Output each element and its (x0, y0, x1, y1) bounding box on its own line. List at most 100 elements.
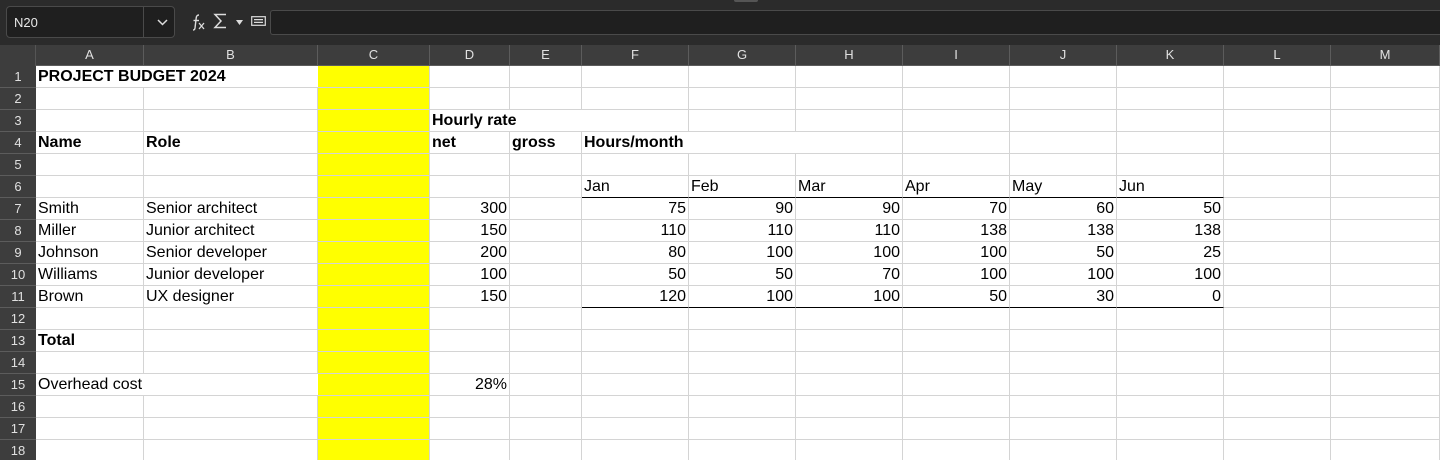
cell[interactable] (1117, 352, 1224, 374)
cell[interactable] (430, 418, 510, 440)
cell[interactable] (1117, 396, 1224, 418)
cell[interactable] (1331, 154, 1440, 176)
row-header-4[interactable]: 4 (0, 132, 36, 154)
row-header-18[interactable]: 18 (0, 440, 36, 460)
cell[interactable] (903, 308, 1010, 330)
column-header-c[interactable]: C (318, 45, 430, 66)
cell-h9-hours[interactable]: 100 (796, 242, 903, 264)
cell-j7-hours[interactable]: 60 (1010, 198, 1117, 220)
cell[interactable] (318, 132, 430, 154)
cell[interactable] (1224, 330, 1331, 352)
cell[interactable] (510, 440, 582, 460)
cell[interactable] (144, 352, 318, 374)
cell[interactable] (1331, 440, 1440, 460)
cell[interactable] (796, 330, 903, 352)
cell[interactable] (318, 286, 430, 308)
cell[interactable] (1331, 264, 1440, 286)
cell[interactable] (1117, 110, 1224, 132)
cell[interactable] (510, 198, 582, 220)
cell[interactable] (1224, 374, 1331, 396)
name-box-value[interactable]: N20 (14, 15, 38, 30)
cell[interactable] (1117, 308, 1224, 330)
cell[interactable] (510, 308, 582, 330)
cell[interactable] (144, 330, 318, 352)
row-header-9[interactable]: 9 (0, 242, 36, 264)
row-header-11[interactable]: 11 (0, 286, 36, 308)
cell[interactable] (430, 352, 510, 374)
cell-h7-hours[interactable]: 90 (796, 198, 903, 220)
cell-i10-hours[interactable]: 100 (903, 264, 1010, 286)
cell[interactable] (510, 330, 582, 352)
cell[interactable] (689, 66, 796, 88)
cell-k7-hours[interactable]: 50 (1117, 198, 1224, 220)
cell[interactable] (36, 88, 144, 110)
cell[interactable] (318, 198, 430, 220)
column-header-i[interactable]: I (903, 45, 1010, 66)
row-header-8[interactable]: 8 (0, 220, 36, 242)
cell[interactable] (1117, 440, 1224, 460)
cell-a11-name[interactable]: Brown (36, 286, 144, 308)
cell-g11-hours[interactable]: 100 (689, 286, 796, 308)
cell[interactable] (318, 88, 430, 110)
cell-b10-role[interactable]: Junior developer (144, 264, 318, 286)
row-header-14[interactable]: 14 (0, 352, 36, 374)
row-header-6[interactable]: 6 (0, 176, 36, 198)
cell[interactable] (1331, 396, 1440, 418)
cell[interactable] (1331, 374, 1440, 396)
cell[interactable] (796, 440, 903, 460)
cell[interactable] (1010, 440, 1117, 460)
cell[interactable] (903, 418, 1010, 440)
cell[interactable] (903, 440, 1010, 460)
cell[interactable] (1224, 286, 1331, 308)
cell[interactable] (144, 418, 318, 440)
cell[interactable] (36, 352, 144, 374)
cell[interactable] (582, 352, 689, 374)
cell-a9-name[interactable]: Johnson (36, 242, 144, 264)
column-header-l[interactable]: L (1224, 45, 1331, 66)
cell[interactable] (430, 330, 510, 352)
cell[interactable] (1117, 418, 1224, 440)
cell[interactable] (1117, 374, 1224, 396)
cell[interactable] (36, 396, 144, 418)
cell[interactable] (1331, 132, 1440, 154)
column-header-g[interactable]: G (689, 45, 796, 66)
cell[interactable] (1010, 110, 1117, 132)
cell[interactable] (144, 396, 318, 418)
cell[interactable] (1010, 374, 1117, 396)
cell[interactable] (36, 154, 144, 176)
cell[interactable] (903, 66, 1010, 88)
cell-d9-net[interactable]: 200 (430, 242, 510, 264)
cell[interactable] (689, 352, 796, 374)
cell[interactable] (1117, 330, 1224, 352)
cell[interactable] (1010, 132, 1117, 154)
cell[interactable] (1331, 352, 1440, 374)
cell[interactable] (1224, 308, 1331, 330)
cell[interactable] (582, 374, 689, 396)
cell[interactable] (689, 154, 796, 176)
cell[interactable] (903, 88, 1010, 110)
cell[interactable] (510, 352, 582, 374)
cell[interactable] (510, 418, 582, 440)
cell[interactable] (430, 154, 510, 176)
cell[interactable] (582, 308, 689, 330)
cell[interactable] (582, 110, 689, 132)
row-header-7[interactable]: 7 (0, 198, 36, 220)
cell-g9-hours[interactable]: 100 (689, 242, 796, 264)
sum-icon[interactable] (213, 13, 228, 29)
row-header-1[interactable]: 1 (0, 66, 36, 88)
cell-i8-hours[interactable]: 138 (903, 220, 1010, 242)
cell-d7-net[interactable]: 300 (430, 198, 510, 220)
cell[interactable] (1331, 198, 1440, 220)
cell[interactable] (510, 176, 582, 198)
cell-j11-hours[interactable]: 30 (1010, 286, 1117, 308)
cell-g6-month[interactable]: Feb (689, 176, 796, 198)
cell[interactable] (510, 88, 582, 110)
cell-d11-net[interactable]: 150 (430, 286, 510, 308)
cell[interactable] (318, 396, 430, 418)
cell[interactable] (1331, 418, 1440, 440)
cell[interactable] (903, 154, 1010, 176)
cell[interactable] (318, 352, 430, 374)
cell[interactable] (144, 308, 318, 330)
cell[interactable] (430, 88, 510, 110)
cell-f9-hours[interactable]: 80 (582, 242, 689, 264)
